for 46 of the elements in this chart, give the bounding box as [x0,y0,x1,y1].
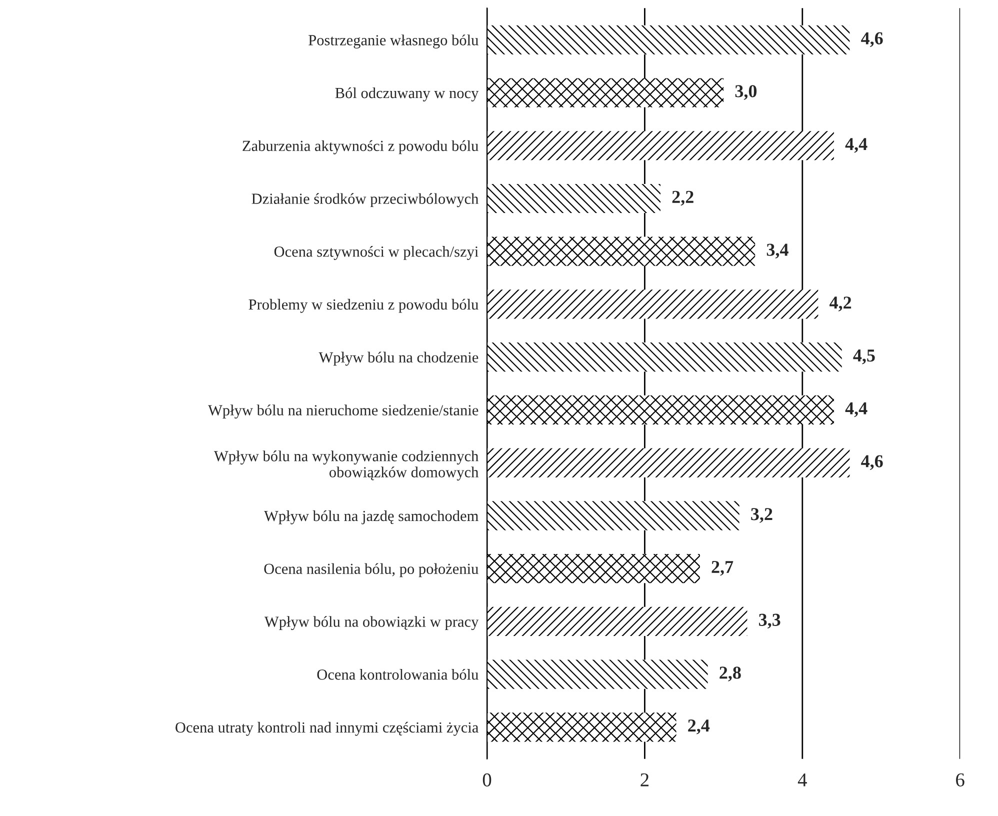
data-label: 2,4 [688,720,710,734]
bar [487,660,708,689]
bar [487,712,676,742]
data-label: 4,2 [830,296,852,312]
bar [487,342,842,372]
data-label: 4,4 [845,138,868,153]
data-label: 4,4 [845,402,868,418]
y-tick-label: Wpływ bólu na obowiązki w pracy [264,616,479,630]
y-tick-label: Ból odczuwany w nocy [335,87,479,102]
y-tick-label: Ocena sztywności w plecach/szyi [274,246,478,260]
x-tick-label: 6 [956,773,964,786]
data-label: 3,2 [751,508,772,523]
bar [487,25,850,54]
y-tick-label: Problemy w siedzeniu z powodu bólu [248,298,478,313]
bar [487,290,818,319]
bar [487,395,834,424]
data-label: 3,3 [758,614,780,629]
y-tick-label: Działanie środków przeciwbólowych [252,193,478,208]
bar [487,501,740,530]
y-tick-label: Wpływ bólu na wykonywanie codziennych obowiązków domowych [214,450,478,481]
data-label: 4,6 [861,32,883,48]
data-label: 3,4 [766,244,788,258]
bar [487,448,850,478]
data-label: 2,8 [720,666,741,682]
bar [487,554,700,584]
data-label: 3,0 [735,85,757,100]
y-tick-label: Wpływ bólu na chodzenie [318,352,478,366]
data-label: 4,6 [861,455,883,470]
data-label: 2,7 [712,560,734,576]
x-tick-label: 0 [482,773,492,786]
x-tick-label: 2 [640,773,648,786]
bar [487,78,724,108]
y-tick-label: Zaburzenia aktywności z powodu bólu [242,140,478,154]
y-tick-label: Ocena nasilenia bólu, po położeniu [264,563,478,578]
data-label: 4,5 [853,350,875,364]
y-tick-label: Ocena utraty kontroli nad innymi częściami życia [176,722,478,736]
y-tick-label: Ocena kontrolowania bólu [317,668,478,680]
x-tick-label: 4 [798,773,807,786]
y-tick-label: Wpływ bólu na jazdę samochodem [264,510,478,524]
bar [487,236,756,266]
bar [487,131,834,160]
bar [487,184,660,214]
y-tick-label: Wpływ bólu na nieruchome siedzenie/stanie [208,404,478,419]
y-tick-label: Postrzeganie własnego bólu [308,34,478,48]
bar [487,606,748,636]
data-label: 2,2 [672,190,694,206]
